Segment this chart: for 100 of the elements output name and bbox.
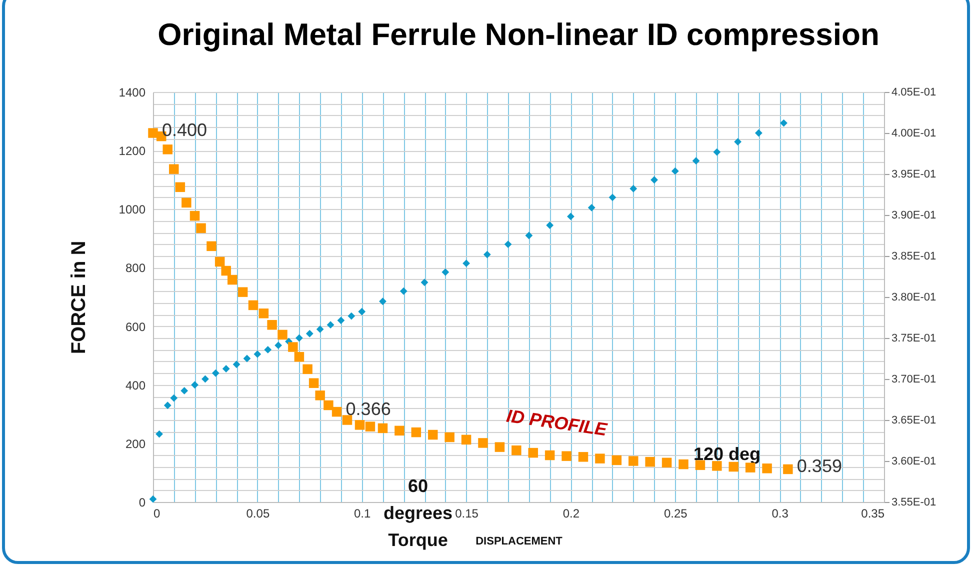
point [149,495,157,503]
point [365,422,376,432]
point [567,212,574,220]
point [562,451,572,461]
y2-tick-label: 3.70E-01 [892,374,936,386]
point [578,452,588,462]
x-axis-title: DISPLACEMENT [476,536,563,548]
point [196,223,206,233]
point [180,387,188,394]
point [267,320,277,330]
point [595,454,605,464]
point [462,260,470,268]
y-tick-label: 0 [138,496,146,510]
point [156,430,163,438]
point [264,346,272,354]
point [221,266,231,276]
y-tick-label: 400 [125,378,146,392]
point [608,194,616,202]
point [206,241,216,252]
point [783,464,793,474]
y2-tick-label: 3.90E-01 [892,210,936,222]
point [713,148,721,156]
point [734,138,742,146]
data-label: 0.400 [162,120,208,140]
point [348,312,356,320]
point [182,198,192,208]
point [692,157,700,165]
point [695,460,706,470]
x-tick-label: 0.05 [246,506,270,520]
x-tick-label: 0.2 [562,506,580,520]
y2-tick-label: 4.05E-01 [892,86,936,98]
annotation: 60 degrees Torque [383,476,453,550]
x-tick-label: 0 [154,506,160,520]
point [662,458,672,468]
y2-tick-label: 3.60E-01 [892,456,936,468]
y-tick-label: 600 [125,320,146,334]
point [324,400,334,410]
point [483,250,491,258]
point [232,360,240,368]
point [342,415,352,425]
point [394,426,404,436]
point [712,461,722,471]
y-tick-label: 200 [125,436,146,451]
point [525,232,533,240]
point [288,342,298,352]
point [588,204,596,212]
point [754,129,762,137]
point [248,300,258,310]
point [478,438,488,448]
point [148,128,158,138]
point [164,402,172,410]
x-tick-label: 0.15 [455,506,479,520]
point [302,364,312,374]
y2-tick-label: 4.00E-01 [892,128,936,140]
point [504,240,512,248]
point [254,350,262,358]
point [546,222,554,229]
point [190,210,200,221]
point [379,298,386,306]
y2-tick-label: 3.65E-01 [892,414,936,426]
point [295,334,303,342]
point [243,354,251,362]
point [308,378,319,388]
point [411,427,422,438]
point [442,268,450,276]
point [212,369,220,377]
point [678,459,688,470]
text: ID PROFILE [505,406,610,440]
x-tick-label: 0.35 [861,506,885,520]
point [358,308,366,316]
point [444,432,454,442]
y-tick-label: 1000 [118,202,146,217]
point [162,144,172,154]
point [332,406,342,417]
point [354,420,365,430]
data-label: 0.359 [796,456,842,476]
point [170,394,178,402]
y2-tick-label: 3.85E-01 [892,250,936,262]
point [326,321,334,329]
point [274,342,282,350]
point [175,182,186,192]
annotation: 120 deg [693,444,761,464]
point [762,464,772,474]
point [630,184,638,192]
y-tick-label: 800 [125,261,146,276]
point [512,445,522,456]
point [278,330,288,340]
point [671,167,679,175]
point [294,352,304,362]
point [420,278,428,286]
point [628,456,638,466]
point [227,274,238,285]
point [400,287,408,295]
chart-title: Original Metal Ferrule Non-linear ID compression [158,17,880,52]
point [258,308,269,318]
point [378,423,388,434]
point [650,176,658,184]
point [316,326,324,333]
point [461,434,472,445]
point [238,287,248,297]
